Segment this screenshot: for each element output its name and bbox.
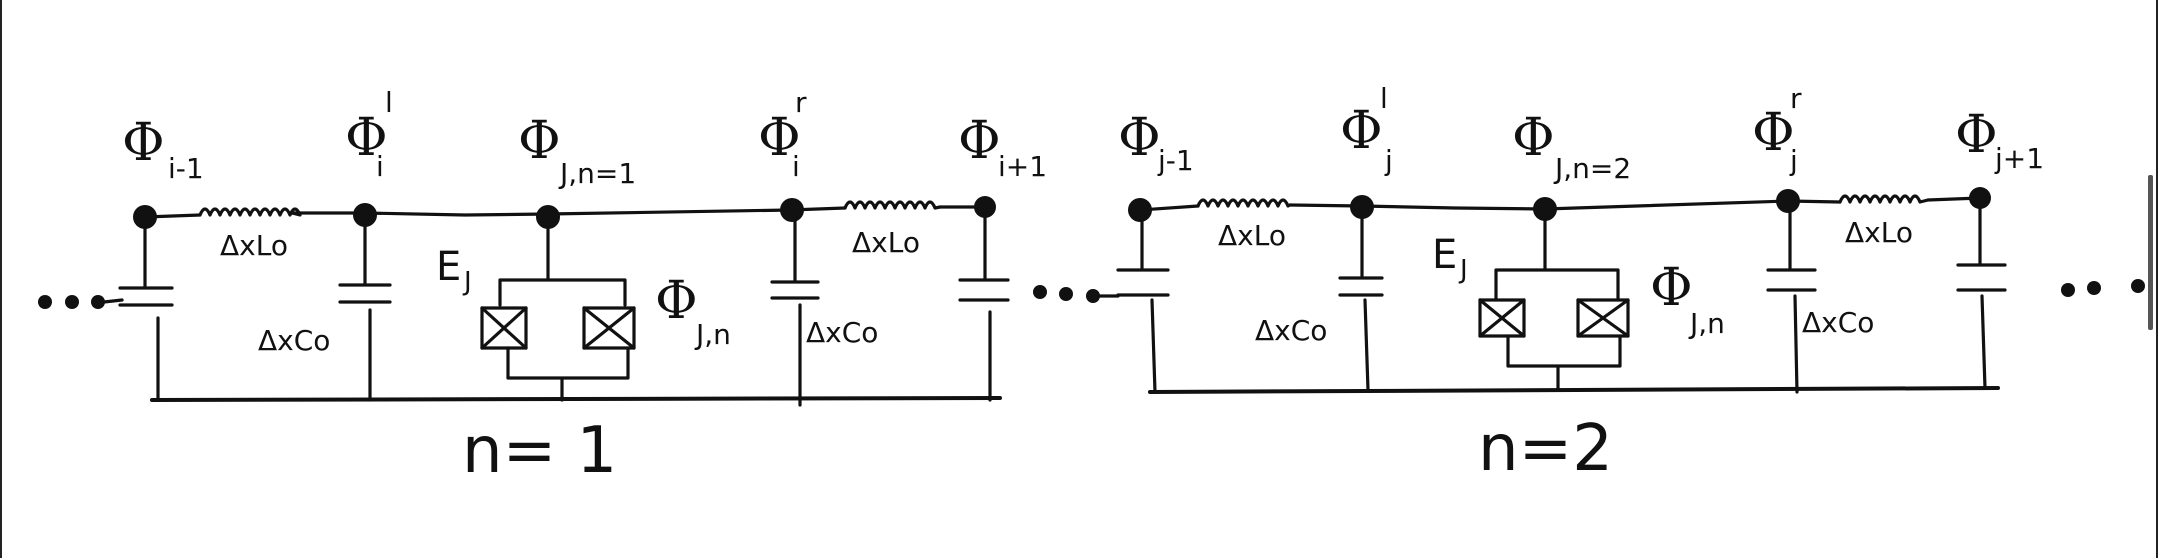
capacitor-label: ΔxCo [258, 324, 330, 357]
flux-label-j-minus-1: Φ j-1 [1118, 108, 1194, 177]
inductor-icon [1196, 198, 1292, 208]
svg-text:J: J [1458, 255, 1468, 285]
ground-wire-n2 [1148, 386, 2000, 394]
josephson-energy-label: E J [1432, 232, 1468, 285]
svg-text:Φ: Φ [1512, 108, 1555, 168]
flux-label-J-n: Φ J,n [1650, 258, 1725, 340]
capacitor-icon [1116, 208, 1170, 394]
capacitor-icon [1338, 205, 1384, 392]
svg-text:Φ: Φ [345, 108, 388, 168]
svg-text:Φ: Φ [1118, 108, 1161, 168]
flux-label-J-n: Φ J,n [655, 271, 731, 351]
cell-label-n1: n= 1 [462, 414, 617, 488]
ground-wire-n1 [150, 396, 1002, 402]
ellipsis-middle [1033, 285, 1120, 303]
capacitor-icon [770, 208, 820, 407]
inductor-icon [198, 207, 302, 217]
svg-text:J: J [462, 267, 472, 297]
svg-text:j: j [1789, 144, 1798, 177]
svg-text:J,n=1: J,n=1 [558, 157, 636, 190]
node-j-minus-1 [1128, 198, 1152, 222]
svg-text:J,n: J,n [694, 318, 731, 351]
flux-label-J-n2: Φ J,n=2 [1512, 108, 1631, 185]
svg-text:Φ: Φ [958, 111, 1001, 171]
flux-label-j-left: Φ l j [1340, 82, 1393, 177]
inductor-label: ΔxLo [1845, 216, 1913, 249]
capacitor-label: ΔxCo [806, 316, 878, 349]
ellipsis-right [2061, 279, 2145, 297]
flux-label-j-plus-1: Φ j+1 [1955, 105, 2044, 175]
svg-text:Φ: Φ [1752, 103, 1795, 163]
inductor-label: ΔxLo [852, 226, 920, 259]
svg-text:r: r [795, 86, 807, 119]
capacitor-icon [118, 215, 174, 402]
flux-label-i-minus-1: Φ i-1 [122, 113, 204, 185]
josephson-junction-icon [1478, 207, 1630, 392]
flux-label-i-left: Φ l i [345, 86, 393, 183]
flux-label-J-n1: Φ J,n=1 [518, 111, 636, 190]
inductor-icon [843, 200, 942, 210]
svg-text:Φ: Φ [758, 108, 801, 168]
svg-text:r: r [1790, 82, 1802, 115]
cell-label-n2: n=2 [1478, 412, 1613, 486]
capacitor-icon [958, 205, 1010, 402]
capacitor-icon [1766, 199, 1817, 394]
scrollbar-thumb[interactable] [2148, 175, 2153, 330]
capacitor-label: ΔxCo [1255, 314, 1327, 347]
svg-text:E: E [1432, 232, 1457, 278]
svg-text:l: l [1380, 82, 1388, 115]
svg-text:Φ: Φ [1955, 105, 1998, 165]
ellipsis-left [38, 295, 124, 309]
svg-text:Φ: Φ [122, 113, 165, 173]
svg-text:J,n: J,n [1688, 307, 1725, 340]
inductor-label: ΔxLo [220, 229, 288, 262]
svg-text:j+1: j+1 [1994, 142, 2044, 175]
josephson-energy-label: E J [436, 244, 472, 297]
cell-n2 [1116, 187, 2007, 394]
capacitor-label: ΔxCo [1802, 306, 1874, 339]
josephson-junction-icon [480, 215, 636, 402]
inductor-icon [1838, 194, 1930, 204]
flux-label-i-plus-1: Φ i+1 [958, 111, 1047, 183]
svg-text:i: i [376, 150, 384, 183]
node-j-right [1776, 189, 1800, 213]
svg-text:J,n=2: J,n=2 [1553, 152, 1631, 185]
capacitor-icon [1956, 196, 2007, 390]
svg-text:Φ: Φ [655, 271, 698, 331]
svg-text:i+1: i+1 [998, 150, 1047, 183]
capacitor-icon [338, 213, 392, 402]
svg-text:i-1: i-1 [168, 152, 204, 185]
cell-n1 [38, 196, 1010, 407]
svg-text:i: i [792, 150, 800, 183]
svg-text:Φ: Φ [1340, 101, 1383, 161]
flux-label-i-right: Φ r i [758, 86, 807, 183]
svg-text:Φ: Φ [1650, 258, 1693, 318]
svg-text:j: j [1384, 144, 1393, 177]
inductor-label: ΔxLo [1218, 219, 1286, 252]
svg-text:j-1: j-1 [1157, 144, 1194, 177]
svg-text:Φ: Φ [518, 111, 561, 171]
flux-label-j-right: Φ r j [1752, 82, 1802, 177]
svg-text:E: E [436, 244, 461, 290]
node-i-right [780, 198, 804, 222]
svg-text:l: l [385, 86, 393, 119]
